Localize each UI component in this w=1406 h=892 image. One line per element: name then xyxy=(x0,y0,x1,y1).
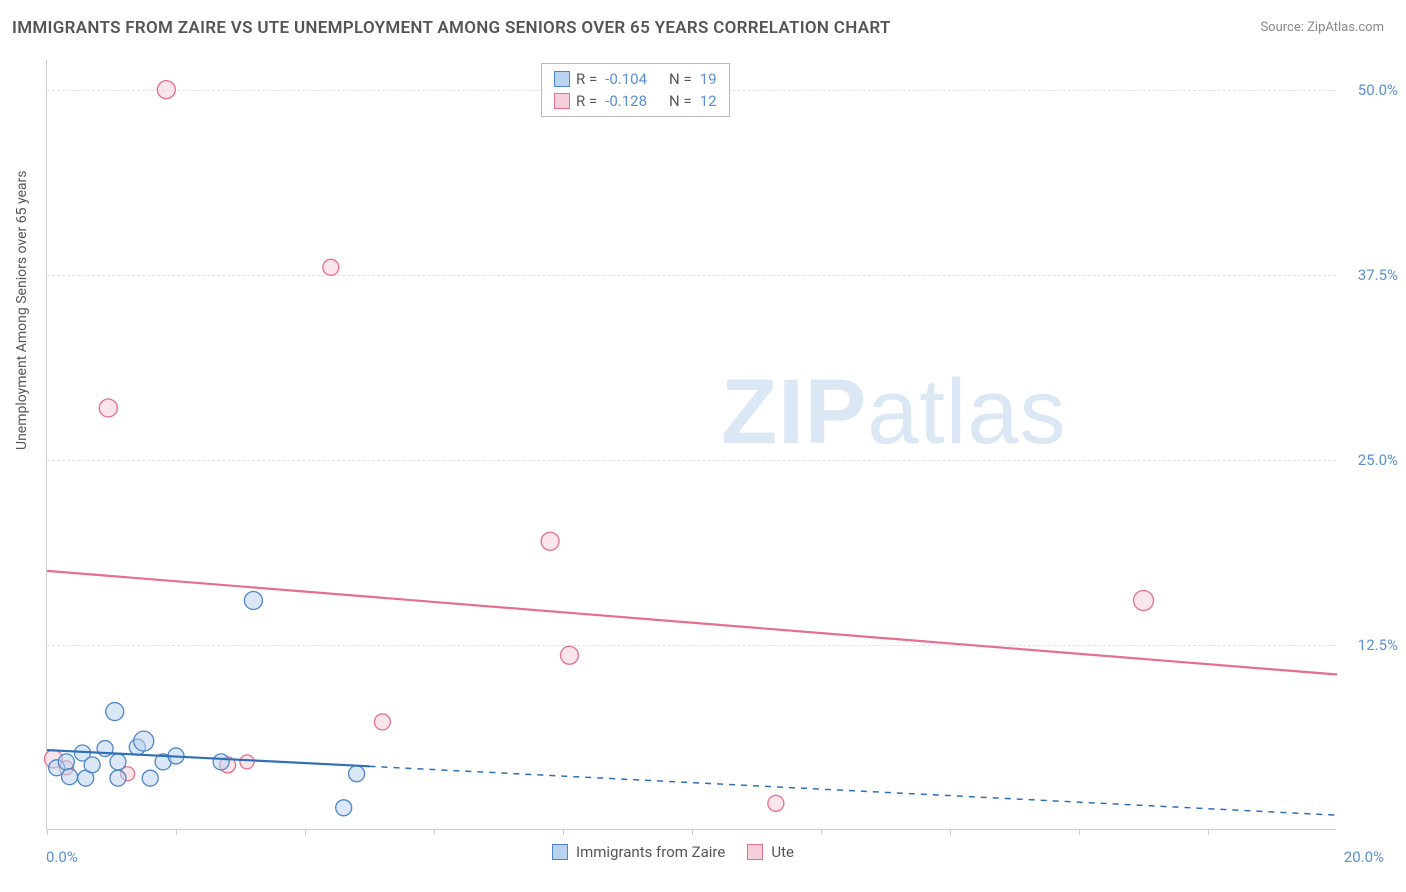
x-tick xyxy=(47,829,48,835)
x-tick xyxy=(1079,829,1080,835)
y-axis-label: Unemployment Among Seniors over 65 years xyxy=(14,171,30,451)
legend-stats-row-ute: R = -0.128 N = 12 xyxy=(554,90,717,112)
bottom-legend: Immigrants from Zaire Ute xyxy=(552,843,794,861)
legend-swatch-ute xyxy=(554,93,570,109)
legend-r-value-zaire: -0.104 xyxy=(603,68,647,90)
x-tick xyxy=(692,829,693,835)
y-tick-label: 50.0% xyxy=(1358,81,1398,99)
bottom-legend-ute: Ute xyxy=(747,843,794,861)
source-value: ZipAtlas.com xyxy=(1307,20,1384,35)
data-point xyxy=(323,259,339,275)
x-tick xyxy=(950,829,951,835)
x-max-label: 20.0% xyxy=(1344,848,1384,866)
svg-overlay xyxy=(47,60,1336,829)
bottom-legend-zaire: Immigrants from Zaire xyxy=(552,843,725,861)
data-point xyxy=(374,714,390,730)
data-point xyxy=(106,703,124,721)
chart-title: IMMIGRANTS FROM ZAIRE VS UTE UNEMPLOYMEN… xyxy=(12,18,891,38)
data-point xyxy=(541,532,559,550)
legend-stats-box: R = -0.104 N = 19 R = -0.128 N = 12 xyxy=(541,63,730,117)
x-min-label: 0.0% xyxy=(46,848,78,866)
legend-swatch-zaire-icon xyxy=(552,844,568,860)
legend-swatch-ute-icon xyxy=(747,844,763,860)
legend-stats-row-zaire: R = -0.104 N = 19 xyxy=(554,68,717,90)
x-tick xyxy=(563,829,564,835)
legend-r-label: R = xyxy=(576,90,597,112)
data-point xyxy=(157,81,175,99)
legend-swatch-zaire xyxy=(554,71,570,87)
data-point xyxy=(110,754,126,770)
x-tick xyxy=(821,829,822,835)
data-point xyxy=(336,800,352,816)
data-point xyxy=(99,399,117,417)
legend-n-value-ute: 12 xyxy=(698,90,717,112)
data-point xyxy=(110,770,126,786)
x-tick xyxy=(1208,829,1209,835)
data-point xyxy=(560,646,578,664)
data-point xyxy=(1134,590,1154,610)
correlation-chart: IMMIGRANTS FROM ZAIRE VS UTE UNEMPLOYMEN… xyxy=(0,0,1406,892)
data-point xyxy=(213,754,229,770)
y-tick-label: 25.0% xyxy=(1358,451,1398,469)
legend-n-label: N = xyxy=(669,90,692,112)
data-point xyxy=(244,591,262,609)
data-point xyxy=(58,754,74,770)
plot-area: ZIPatlas 12.5%25.0%37.5%50.0% R = -0.104… xyxy=(46,60,1336,830)
data-point xyxy=(349,766,365,782)
source-attribution: Source: ZipAtlas.com xyxy=(1260,20,1384,35)
legend-label-zaire: Immigrants from Zaire xyxy=(576,843,725,861)
legend-r-label: R = xyxy=(576,68,597,90)
data-point xyxy=(134,731,154,751)
y-tick-label: 37.5% xyxy=(1358,266,1398,284)
x-tick xyxy=(305,829,306,835)
data-point xyxy=(84,757,100,773)
source-label: Source: xyxy=(1260,20,1303,35)
legend-label-ute: Ute xyxy=(771,843,794,861)
data-point xyxy=(768,795,784,811)
data-point xyxy=(240,755,254,769)
legend-n-label: N = xyxy=(669,68,692,90)
x-tick xyxy=(434,829,435,835)
data-point xyxy=(142,770,158,786)
data-point xyxy=(62,769,78,785)
x-tick xyxy=(176,829,177,835)
legend-n-value-zaire: 19 xyxy=(698,68,717,90)
y-tick-label: 12.5% xyxy=(1358,636,1398,654)
legend-r-value-ute: -0.128 xyxy=(603,90,647,112)
